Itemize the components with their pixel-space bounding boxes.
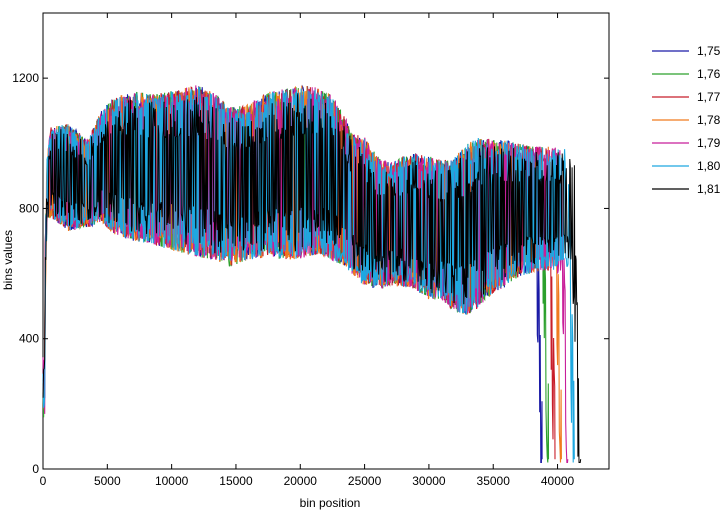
series-line-1-81 (42, 93, 582, 463)
x-tick-label: 25000 (348, 474, 382, 488)
y-tick-label: 1200 (12, 71, 39, 85)
tick-layer: 0 5000 10000 15000 20000 25000 30000 35000 40000… (12, 13, 609, 488)
x-tick-label: 40000 (541, 474, 575, 488)
legend: 1,75 1,76 1,77 1,78 1,79 1,80 1,81 (652, 44, 721, 196)
legend-label: 1,79 (697, 136, 721, 150)
x-tick-label: 5000 (94, 474, 121, 488)
x-tick-label: 30000 (412, 474, 446, 488)
y-axis-label: bins values (1, 230, 15, 290)
legend-label: 1,80 (697, 159, 721, 173)
x-tick-label: 35000 (477, 474, 511, 488)
legend-label: 1,78 (697, 113, 721, 127)
x-tick-label: 10000 (155, 474, 189, 488)
y-tick-label: 800 (19, 201, 39, 215)
legend-label: 1,77 (697, 90, 721, 104)
x-axis-label: bin position (300, 496, 361, 510)
x-tick-label: 15000 (219, 474, 253, 488)
legend-label: 1,76 (697, 67, 721, 81)
series-layer (42, 84, 582, 464)
y-tick-label: 0 (32, 462, 39, 476)
plot-frame (42, 12, 610, 470)
legend-label: 1,75 (697, 44, 721, 58)
legend-label: 1,81 (697, 182, 721, 196)
y-tick-label: 400 (19, 332, 39, 346)
x-tick-label: 20000 (284, 474, 318, 488)
x-tick-label: 0 (40, 474, 47, 488)
